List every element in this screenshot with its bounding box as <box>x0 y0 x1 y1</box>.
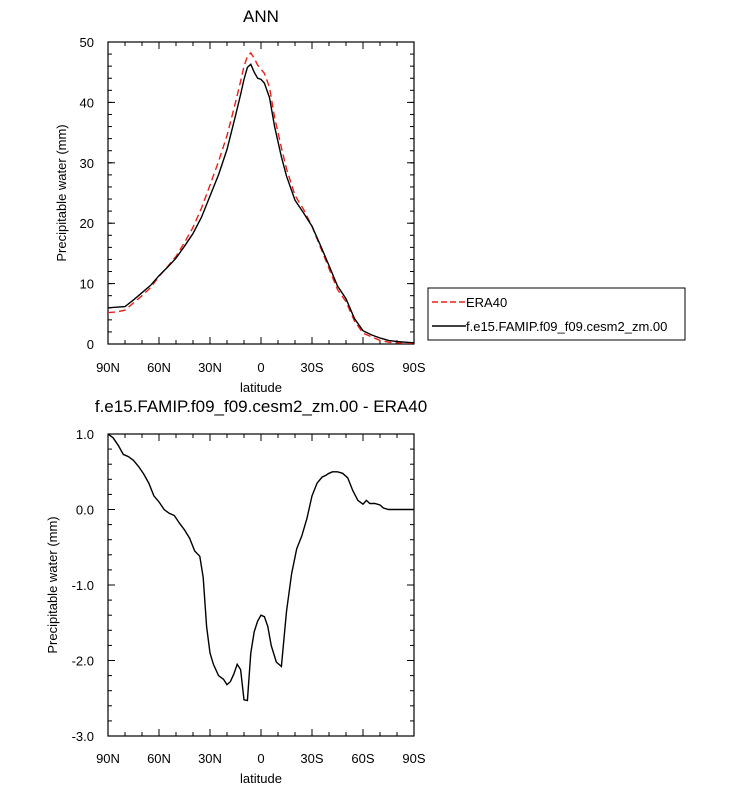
series-line-1 <box>108 51 414 344</box>
plot-frame <box>107 433 415 737</box>
legend: ERA40 f.e15.FAMIP.f09_f09.cesm2_zm.00 <box>427 287 686 341</box>
x-axis-label: latitude <box>240 380 282 395</box>
y-axis-label: Precipitable water (mm) <box>45 516 60 653</box>
series-line-1 <box>108 434 414 702</box>
y-tick-label: -1.0 <box>72 578 94 593</box>
legend-label-2: f.e15.FAMIP.f09_f09.cesm2_zm.00 <box>466 319 667 334</box>
x-tick-label: 90N <box>96 360 120 375</box>
x-tick-label: 0 <box>257 360 264 375</box>
x-tick-label: 90S <box>402 751 425 766</box>
x-tick-label: 60S <box>351 360 374 375</box>
y-axis-label: Precipitable water (mm) <box>54 124 69 261</box>
x-tick-label: 90S <box>402 360 425 375</box>
x-tick-label: 60N <box>147 751 171 766</box>
y-tick-label: 50 <box>80 35 94 50</box>
x-tick-label: 30N <box>198 360 222 375</box>
y-tick-label: -2.0 <box>72 654 94 669</box>
x-tick-label: 60S <box>351 751 374 766</box>
y-tick-label: 30 <box>80 156 94 171</box>
x-tick-label: 30S <box>300 751 323 766</box>
x-tick-label: 60N <box>147 360 171 375</box>
plot-frame <box>107 41 415 345</box>
x-tick-label: 90N <box>96 751 120 766</box>
chart-title: f.e15.FAMIP.f09_f09.cesm2_zm.00 - ERA40 <box>95 397 427 416</box>
series-line-2 <box>108 63 414 344</box>
x-tick-label: 30S <box>300 360 323 375</box>
y-tick-label: 40 <box>80 95 94 110</box>
x-tick-label: 30N <box>198 751 222 766</box>
legend-label-1: ERA40 <box>466 295 507 310</box>
y-tick-label: -3.0 <box>72 729 94 744</box>
y-tick-label: 1.0 <box>76 427 94 442</box>
chart-2: f.e15.FAMIP.f09_f09.cesm2_zm.00 - ERA40 9… <box>45 397 427 786</box>
x-axis-label: latitude <box>240 771 282 786</box>
chart-1: ANN 90N 60N 30N 0 30S 60S 90S 0 10 20 30 40 50 latitud… <box>54 7 686 395</box>
y-tick-label: 20 <box>80 216 94 231</box>
y-tick-label: 10 <box>80 277 94 292</box>
y-tick-label: 0 <box>87 337 94 352</box>
x-tick-label: 0 <box>257 751 264 766</box>
chart-title: ANN <box>243 7 279 26</box>
y-tick-label: 0.0 <box>76 503 94 518</box>
legend-box <box>427 287 686 341</box>
